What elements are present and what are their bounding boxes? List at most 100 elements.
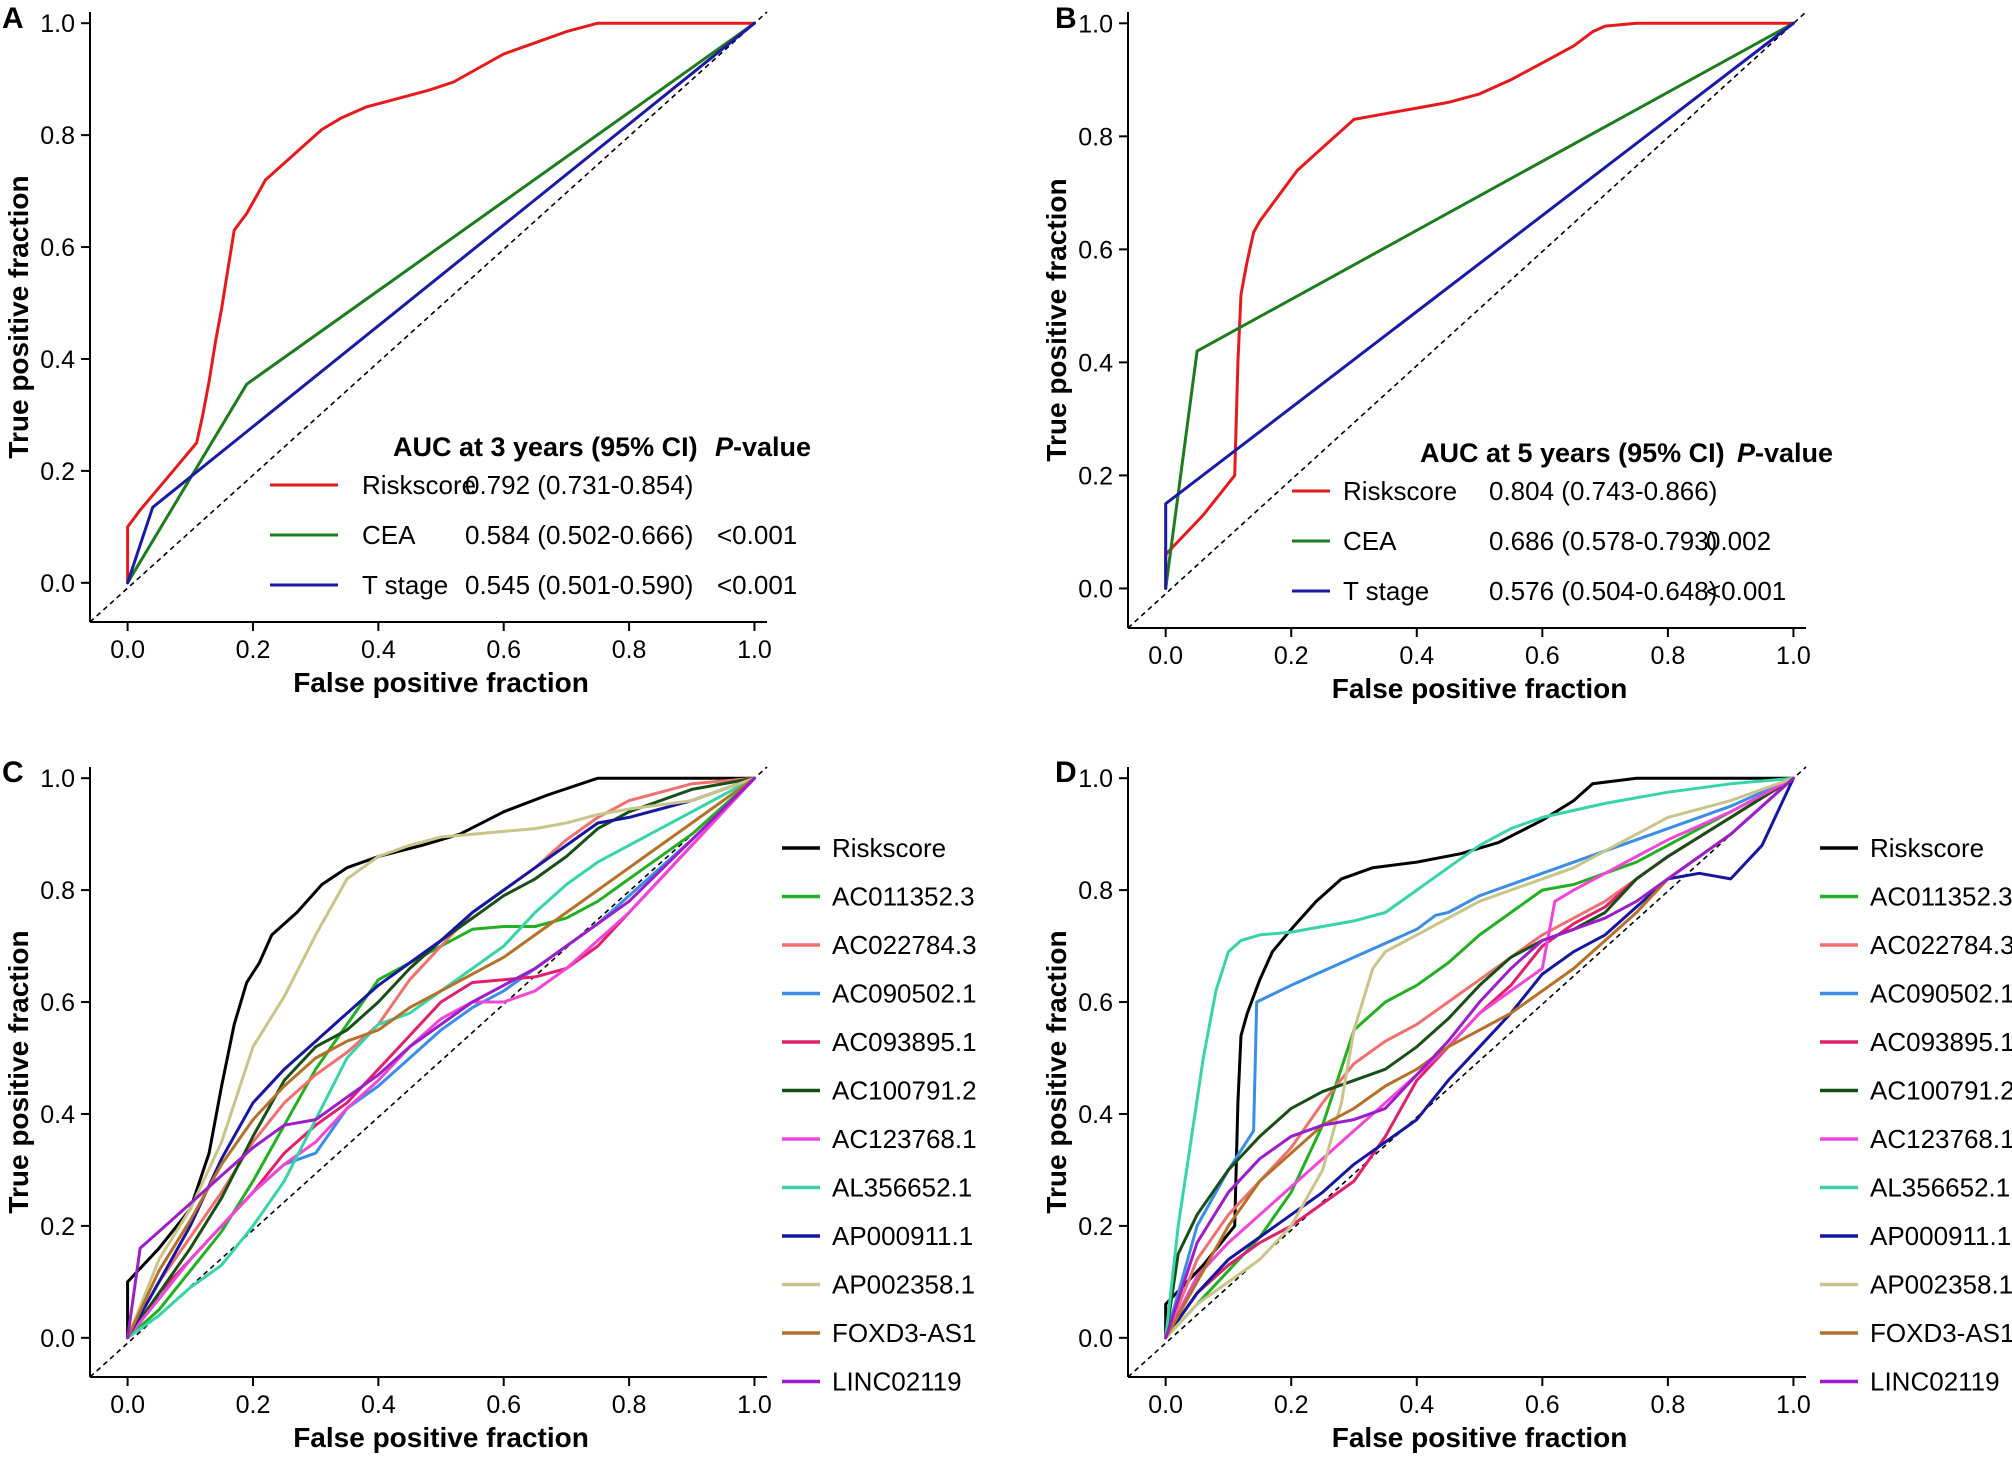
x-tick-label: 0.8 (612, 636, 647, 664)
legend-series-name: LINC02119 (1870, 1367, 2000, 1397)
y-tick-label: 1.0 (40, 765, 75, 793)
x-tick-label: 0.4 (1399, 642, 1434, 670)
legend-series-name: AC093895.1 (832, 1027, 977, 1057)
x-axis-label: False positive fraction (293, 1422, 589, 1453)
y-tick-label: 0.8 (40, 877, 75, 905)
reference-diagonal (1127, 766, 1807, 1378)
x-axis-label: False positive fraction (1332, 1422, 1628, 1453)
legend-series-name: Riskscore (832, 833, 946, 863)
auc-table-header: AUC at 5 years (95% CI) (1420, 438, 1725, 468)
y-axis-label: True positive fraction (3, 175, 34, 458)
x-tick-label: 0.6 (486, 636, 521, 664)
legend-series-name: FOXD3-AS1 (832, 1318, 977, 1348)
series-line-t-stage (1164, 21, 1795, 590)
x-tick-label: 0.6 (1525, 642, 1560, 670)
panel-b: B 0.0 0.2 0.4 0.6 0.8 1.0 0.0 0.2 0.4 0.6 0.8 1.0 Fal… (1041, 2, 1833, 704)
x-axis-label: False positive fraction (1332, 673, 1628, 704)
y-tick-label: 0.0 (40, 1325, 75, 1353)
series-line-ac022784-3 (126, 776, 756, 1340)
x-tick-label: 1.0 (737, 1391, 772, 1419)
series-line-ac100791-2 (1164, 776, 1795, 1340)
y-tick-label: 0.4 (40, 346, 75, 374)
x-tick-label: 1.0 (1776, 642, 1811, 670)
p-value-header: P-value (1737, 438, 1833, 468)
x-tick-label: 0.4 (361, 1391, 396, 1419)
y-tick-label: 0.6 (40, 234, 75, 262)
x-tick-label: 0.0 (110, 636, 145, 664)
legend-series-name: AP002358.1 (1870, 1270, 2012, 1300)
legend-series-name: AC022784.3 (1870, 930, 2012, 960)
y-tick-label: 0.8 (1078, 877, 1113, 905)
series-line-linc02119 (1164, 776, 1795, 1340)
legend-series-name: AC011352.3 (1870, 882, 2012, 912)
x-tick-label: 0.0 (1148, 642, 1183, 670)
y-tick-label: 0.0 (1078, 1325, 1113, 1353)
series-line-ap000911-1 (1164, 776, 1795, 1340)
series-line-ac090502-1 (1164, 776, 1795, 1340)
series-line-ap000911-1 (126, 776, 756, 1340)
x-tick-label: 0.8 (1651, 642, 1686, 670)
series-line-al356652-1 (126, 776, 756, 1340)
legend-series-name: Riskscore (362, 470, 476, 500)
x-tick-label: 1.0 (1776, 1391, 1811, 1419)
y-tick-label: 0.0 (1078, 575, 1113, 603)
legend-series-name: AC100791.2 (832, 1076, 977, 1106)
legend-series-name: LINC02119 (832, 1367, 962, 1397)
legend-series-name: CEA (1343, 526, 1397, 556)
legend-series-name: Riskscore (1870, 833, 1984, 863)
series-line-cea (1164, 21, 1795, 590)
auc-value: 0.584 (0.502-0.666) (465, 520, 693, 550)
series-line-foxd3-as1 (126, 776, 756, 1340)
y-tick-label: 0.2 (1078, 462, 1113, 490)
legend-series-name: AP000911.1 (1870, 1221, 2011, 1251)
p-value-header: P-value (715, 432, 811, 462)
panel-a: A 0.0 0.2 0.4 0.6 0.8 1.0 0.0 0.2 0.4 0.6 0.8 1.0 Fal… (2, 2, 811, 698)
legend-series-name: AL356652.1 (1870, 1173, 2010, 1203)
x-tick-label: 0.2 (236, 636, 271, 664)
p-value-header-suffix: -value (1755, 438, 1833, 468)
x-tick-label: 0.4 (1399, 1391, 1434, 1419)
legend-series-name: T stage (1343, 576, 1429, 606)
x-tick-label: 0.6 (486, 1391, 521, 1419)
legend-series-name: T stage (362, 570, 448, 600)
auc-value: 0.545 (0.501-0.590) (465, 570, 693, 600)
panel-c: C 0.0 0.2 0.4 0.6 0.8 1.0 0.0 0.2 0.4 0.6 0.8 1.0 Fal… (2, 756, 977, 1453)
legend-series-name: AL356652.1 (832, 1173, 972, 1203)
panel-letter: A (2, 2, 24, 35)
reference-diagonal (89, 766, 768, 1378)
reference-diagonal (89, 11, 768, 623)
series-line-ap002358-1 (1164, 776, 1795, 1340)
series-line-al356652-1 (1164, 776, 1795, 1340)
series-line-t-stage (126, 21, 756, 585)
x-tick-label: 0.2 (236, 1391, 271, 1419)
x-tick-label: 0.2 (1274, 1391, 1309, 1419)
p-value-header-italic: P (1737, 438, 1756, 468)
panel-d: D 0.0 0.2 0.4 0.6 0.8 1.0 0.0 0.2 0.4 0.6 0.8 1.0 Fal… (1041, 756, 2012, 1453)
panel-letter: C (2, 756, 24, 789)
p-value-header-italic: P (715, 432, 734, 462)
y-tick-label: 0.2 (40, 458, 75, 486)
y-axis-label: True positive fraction (1041, 930, 1072, 1213)
legend-series-name: FOXD3-AS1 (1870, 1318, 2012, 1348)
legend-series-name: AC022784.3 (832, 930, 977, 960)
series-line-ap002358-1 (126, 776, 756, 1340)
p-value: <0.001 (1706, 576, 1786, 606)
x-tick-label: 0.8 (612, 1391, 647, 1419)
y-tick-label: 0.6 (1078, 989, 1113, 1017)
legend-series-name: Riskscore (1343, 476, 1457, 506)
y-tick-label: 1.0 (40, 10, 75, 38)
legend-series-name: AC093895.1 (1870, 1027, 2012, 1057)
legend-series-name: AP002358.1 (832, 1270, 975, 1300)
series-line-foxd3-as1 (1164, 776, 1795, 1340)
x-tick-label: 0.0 (1148, 1391, 1183, 1419)
p-value: 0.002 (1706, 526, 1771, 556)
p-value: <0.001 (717, 570, 797, 600)
series-line-riskscore (1164, 21, 1795, 590)
y-tick-label: 0.2 (1078, 1213, 1113, 1241)
auc-value: 0.792 (0.731-0.854) (465, 470, 693, 500)
x-tick-label: 0.6 (1525, 1391, 1560, 1419)
x-tick-label: 0.0 (110, 1391, 145, 1419)
auc-value: 0.576 (0.504-0.648) (1489, 576, 1717, 606)
legend-series-name: AC011352.3 (832, 882, 975, 912)
y-tick-label: 0.2 (40, 1213, 75, 1241)
